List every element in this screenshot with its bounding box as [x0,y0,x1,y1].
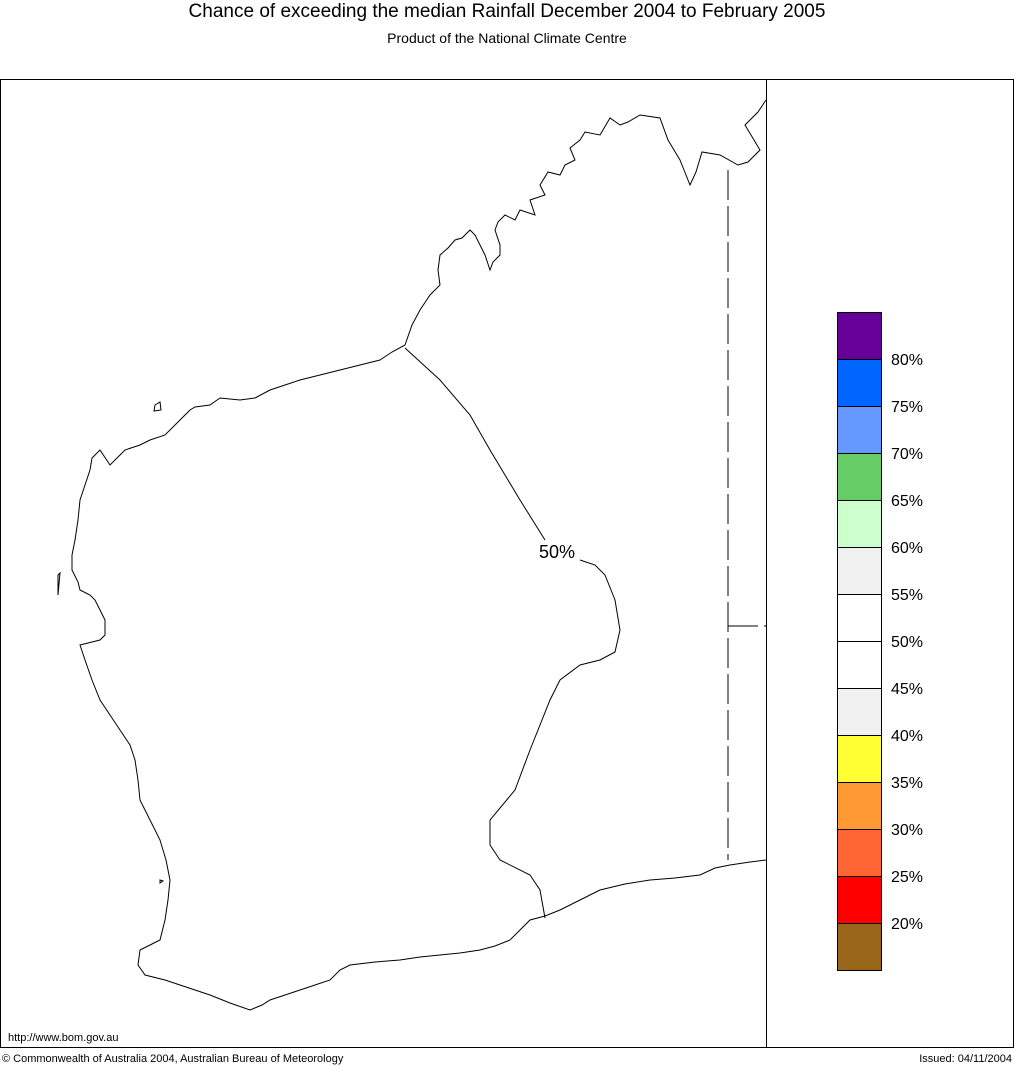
coastline [71,99,767,1011]
url: http://www.bom.gov.au [8,1032,118,1044]
legend-label: 50% [891,634,923,651]
contour-label: 50% [539,542,575,562]
legend-swatch [837,829,882,877]
legend-label: 35% [891,775,923,792]
legend-swatch [837,547,882,595]
subtitle: Product of the National Climate Centre [387,30,627,46]
legend-swatch [837,782,882,830]
legend: 80% 75% 70% 65% 60% 55% 50% 45% 40% 35% 30% 25% 20% [837,312,923,971]
legend-swatch [837,500,882,548]
legend-swatch [837,359,882,407]
legend-swatch [837,876,882,924]
legend-label: 30% [891,822,923,839]
legend-label: 25% [891,869,923,886]
copyright: © Commonwealth of Australia 2004, Austra… [2,1053,344,1065]
legend-label: 60% [891,540,923,557]
legend-label: 40% [891,728,923,745]
title: Chance of exceeding the median Rainfall … [189,1,826,22]
issued: Issued: 04/11/2004 [919,1053,1012,1065]
state-border [727,170,766,860]
contour-line [404,347,621,919]
legend-swatch [837,735,882,783]
legend-swatch [837,923,882,971]
legend-swatch [837,594,882,642]
legend-label: 65% [891,493,923,510]
legend-label: 80% [891,352,923,369]
legend-label: 45% [891,681,923,698]
legend-swatch [837,312,882,360]
islands [57,401,165,884]
legend-label: 55% [891,587,923,604]
legend-swatch [837,688,882,736]
legend-swatch [837,641,882,689]
legend-label: 75% [891,399,923,416]
legend-label: 20% [891,916,923,933]
legend-label: 70% [891,446,923,463]
legend-swatch [837,406,882,454]
legend-swatch [837,453,882,501]
